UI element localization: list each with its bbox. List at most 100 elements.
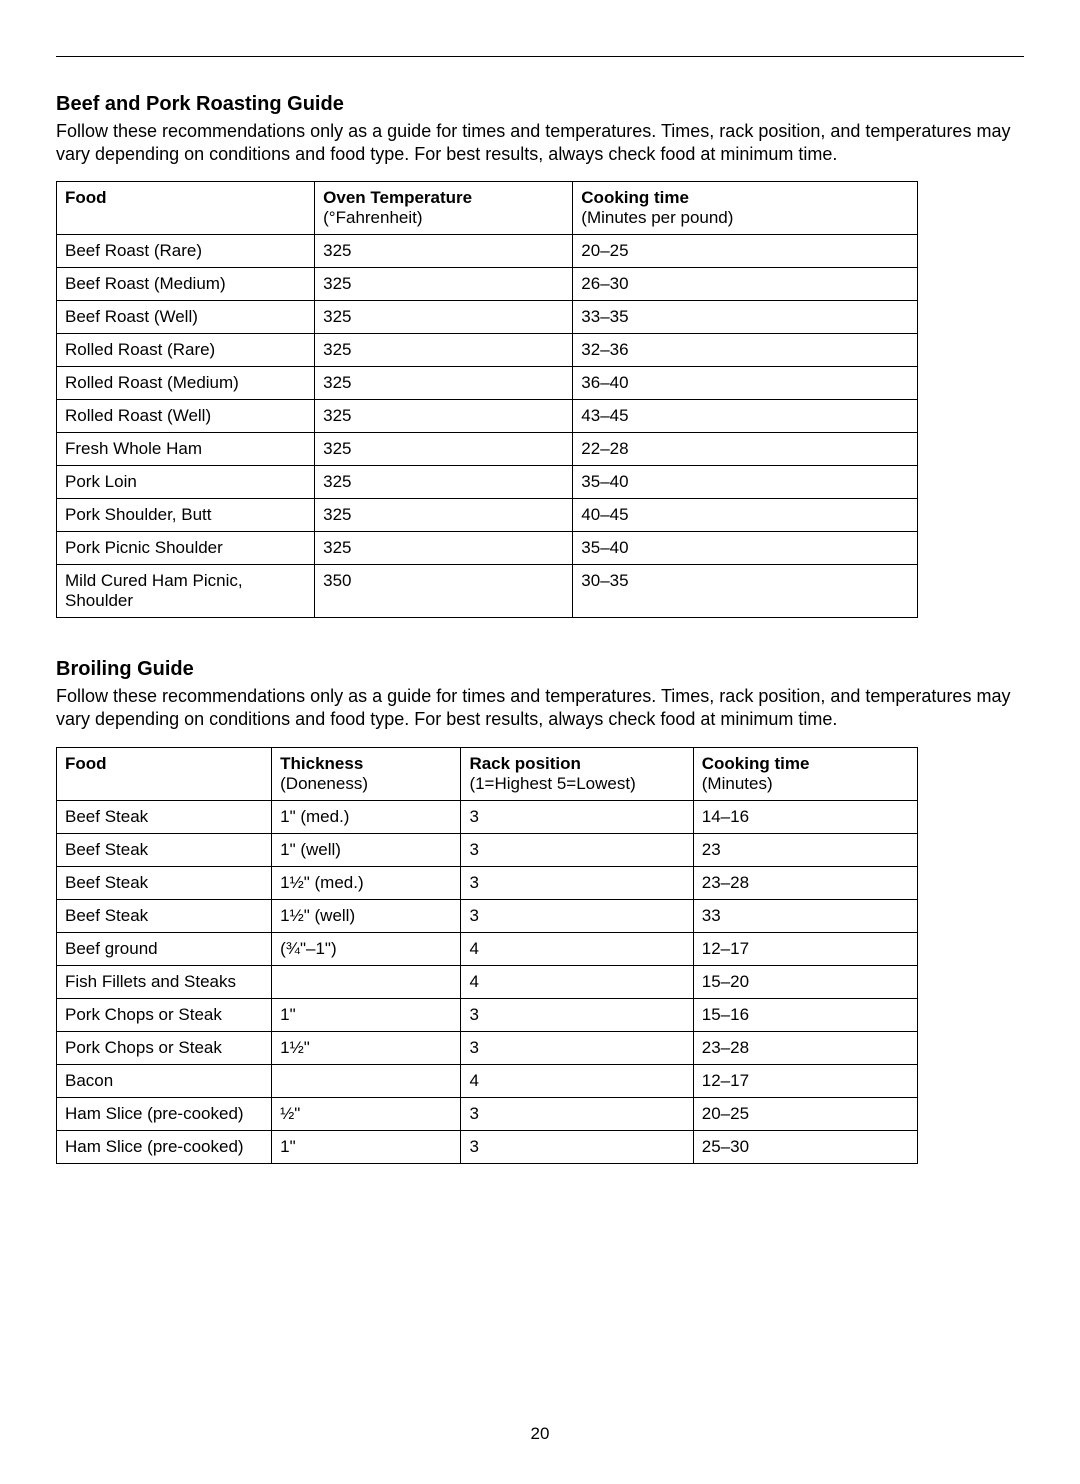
col-cooking-time: Cooking time (Minutes per pound)	[573, 182, 917, 235]
table-row: Rolled Roast (Well)32543–45	[57, 400, 918, 433]
roasting-guide-description: Follow these recommendations only as a g…	[56, 120, 1024, 165]
table-cell: 325	[315, 301, 573, 334]
table-cell: Fresh Whole Ham	[57, 433, 315, 466]
broiling-guide-table: Food Thickness (Doneness) Rack position …	[56, 747, 918, 1164]
table-cell: ½"	[272, 1097, 461, 1130]
col-header-bold: Cooking time	[702, 754, 909, 774]
table-cell: Beef Steak	[57, 800, 272, 833]
table-cell: Beef Roast (Medium)	[57, 268, 315, 301]
table-cell: 4	[461, 932, 693, 965]
col-cooking-time: Cooking time (Minutes)	[693, 747, 917, 800]
table-cell: 3	[461, 800, 693, 833]
page-number: 20	[56, 1424, 1024, 1444]
table-cell: Fish Fillets and Steaks	[57, 965, 272, 998]
table-cell: 1" (well)	[272, 833, 461, 866]
table-row: Pork Picnic Shoulder32535–40	[57, 532, 918, 565]
table-row: Beef Steak1" (well)323	[57, 833, 918, 866]
table-cell: 3	[461, 899, 693, 932]
table-cell: 325	[315, 400, 573, 433]
table-row: Ham Slice (pre-cooked)1"325–30	[57, 1130, 918, 1163]
table-cell: Beef Roast (Well)	[57, 301, 315, 334]
table-cell: 36–40	[573, 367, 917, 400]
table-cell: Rolled Roast (Well)	[57, 400, 315, 433]
table-cell: 325	[315, 499, 573, 532]
col-thickness: Thickness (Doneness)	[272, 747, 461, 800]
col-header-bold: Cooking time	[581, 188, 908, 208]
table-cell: 26–30	[573, 268, 917, 301]
table-header-row: Food Oven Temperature (°Fahrenheit) Cook…	[57, 182, 918, 235]
table-cell: Pork Loin	[57, 466, 315, 499]
col-header-bold: Food	[65, 754, 263, 774]
table-cell: 3	[461, 998, 693, 1031]
table-cell: 43–45	[573, 400, 917, 433]
table-cell: 12–17	[693, 932, 917, 965]
table-cell: 14–16	[693, 800, 917, 833]
table-cell: Beef Roast (Rare)	[57, 235, 315, 268]
table-cell: 3	[461, 866, 693, 899]
table-cell: 23–28	[693, 866, 917, 899]
col-oven-temp: Oven Temperature (°Fahrenheit)	[315, 182, 573, 235]
table-cell: 1½"	[272, 1031, 461, 1064]
table-cell: 12–17	[693, 1064, 917, 1097]
table-cell: (¾"–1")	[272, 932, 461, 965]
table-cell: Beef ground	[57, 932, 272, 965]
table-cell: 23–28	[693, 1031, 917, 1064]
table-cell: 325	[315, 532, 573, 565]
top-rule	[56, 56, 1024, 57]
table-cell: 15–20	[693, 965, 917, 998]
col-header-sub: (°Fahrenheit)	[323, 208, 564, 228]
table-cell: 33–35	[573, 301, 917, 334]
col-header-bold: Oven Temperature	[323, 188, 564, 208]
table-cell: 15–16	[693, 998, 917, 1031]
table-cell: Pork Picnic Shoulder	[57, 532, 315, 565]
table-row: Beef Steak1½" (well)333	[57, 899, 918, 932]
table-row: Mild Cured Ham Picnic, Shoulder35030–35	[57, 565, 918, 618]
roasting-guide-table: Food Oven Temperature (°Fahrenheit) Cook…	[56, 181, 918, 618]
table-row: Beef Steak1" (med.)314–16	[57, 800, 918, 833]
table-row: Ham Slice (pre-cooked)½"320–25	[57, 1097, 918, 1130]
col-food: Food	[57, 182, 315, 235]
table-row: Beef Roast (Medium)32526–30	[57, 268, 918, 301]
col-rack-position: Rack position (1=Highest 5=Lowest)	[461, 747, 693, 800]
table-cell: 3	[461, 833, 693, 866]
table-cell: 25–30	[693, 1130, 917, 1163]
col-header-sub: (Minutes)	[702, 774, 909, 794]
table-cell: 325	[315, 268, 573, 301]
roasting-guide-title: Beef and Pork Roasting Guide	[56, 93, 1024, 116]
table-cell: 30–35	[573, 565, 917, 618]
table-cell	[272, 1064, 461, 1097]
col-header-bold: Rack position	[469, 754, 684, 774]
table-cell: 1"	[272, 998, 461, 1031]
table-cell: 4	[461, 1064, 693, 1097]
table-cell: Mild Cured Ham Picnic, Shoulder	[57, 565, 315, 618]
table-cell: 325	[315, 367, 573, 400]
table-cell: Beef Steak	[57, 833, 272, 866]
table-cell: 1"	[272, 1130, 461, 1163]
table-cell: 20–25	[693, 1097, 917, 1130]
table-cell: 35–40	[573, 466, 917, 499]
table-cell: 33	[693, 899, 917, 932]
table-row: Pork Chops or Steak1½"323–28	[57, 1031, 918, 1064]
table-cell: Pork Chops or Steak	[57, 998, 272, 1031]
table-cell: Beef Steak	[57, 866, 272, 899]
table-cell: 1" (med.)	[272, 800, 461, 833]
table-cell: Bacon	[57, 1064, 272, 1097]
table-cell: 35–40	[573, 532, 917, 565]
table-cell: Rolled Roast (Medium)	[57, 367, 315, 400]
table-row: Rolled Roast (Medium)32536–40	[57, 367, 918, 400]
table-row: Pork Chops or Steak1"315–16	[57, 998, 918, 1031]
table-cell: 40–45	[573, 499, 917, 532]
table-cell: 1½" (well)	[272, 899, 461, 932]
table-row: Beef Roast (Well)32533–35	[57, 301, 918, 334]
table-cell: Ham Slice (pre-cooked)	[57, 1097, 272, 1130]
col-header-bold: Thickness	[280, 754, 452, 774]
table-cell: 20–25	[573, 235, 917, 268]
table-cell: 325	[315, 466, 573, 499]
table-cell: 325	[315, 334, 573, 367]
col-header-sub: (Doneness)	[280, 774, 452, 794]
table-cell: 3	[461, 1097, 693, 1130]
table-cell: 3	[461, 1031, 693, 1064]
table-row: Rolled Roast (Rare)32532–36	[57, 334, 918, 367]
table-cell: Pork Shoulder, Butt	[57, 499, 315, 532]
broiling-guide-description: Follow these recommendations only as a g…	[56, 685, 1024, 730]
